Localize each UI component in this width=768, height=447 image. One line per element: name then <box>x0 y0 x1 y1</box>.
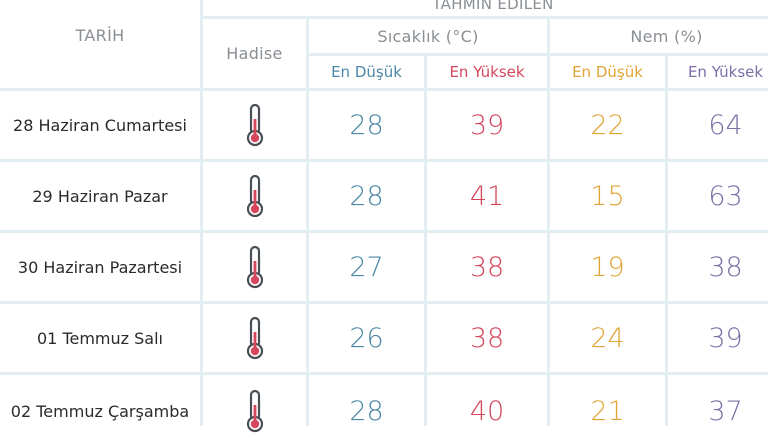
humidity-low-text: 22 <box>590 109 625 141</box>
temperature-group-header-label: Sıcaklık (°C) <box>377 26 479 46</box>
temp-high-value: 38 <box>427 233 547 301</box>
humidity-high-value: 37 <box>668 375 768 447</box>
date-label: 30 Haziran Pazartesi <box>17 257 183 277</box>
table-row-date: 30 Haziran Pazartesi <box>0 233 200 301</box>
table-row-date: 01 Temmuz Salı <box>0 304 200 372</box>
humidity-low-text: 19 <box>590 251 625 283</box>
temp-high-text: 38 <box>469 322 505 354</box>
temp-high-value: 39 <box>427 91 547 159</box>
temp-high-text: 38 <box>469 251 505 283</box>
date-label: 28 Haziran Cumartesi <box>13 115 187 135</box>
humidity-low-value: 22 <box>550 91 665 159</box>
humidity-low-value: 15 <box>550 162 665 230</box>
humidity-high-header-label: En Yüksek <box>687 63 764 81</box>
humidity-low-header-label: En Düşük <box>572 63 643 81</box>
humidity-high-text: 63 <box>708 180 743 212</box>
temp-high-value: 40 <box>427 375 547 447</box>
temp-low-text: 28 <box>349 395 384 427</box>
humidity-high-value: 64 <box>668 91 768 159</box>
temp-low-text: 27 <box>349 251 384 283</box>
date-column-header: TARİH <box>0 0 200 88</box>
thermometer-icon <box>203 233 306 301</box>
temp-low-text: 28 <box>349 180 384 212</box>
humidity-high-value: 39 <box>668 304 768 372</box>
table-row-date: 29 Haziran Pazar <box>0 162 200 230</box>
date-label: 02 Temmuz Çarşamba <box>10 401 190 421</box>
humidity-low-value: 19 <box>550 233 665 301</box>
thermometer-icon <box>203 375 306 447</box>
humidity-high-text: 39 <box>708 322 743 354</box>
thermometer-icon <box>203 162 306 230</box>
temp-low-value: 28 <box>309 91 424 159</box>
humidity-low-header: En Düşük <box>550 56 665 88</box>
humidity-group-header: Nem (%) <box>550 19 768 53</box>
temp-low-value: 28 <box>309 375 424 447</box>
temp-low-header-label: En Düşük <box>331 63 402 81</box>
humidity-high-text: 64 <box>708 109 743 141</box>
temperature-group-header: Sıcaklık (°C) <box>309 19 547 53</box>
temp-low-value: 26 <box>309 304 424 372</box>
forecast-table: TARİH TAHMİN EDİLEN Hadise Sıcaklık (°C)… <box>0 0 768 433</box>
thermometer-icon <box>203 91 306 159</box>
event-column-header-label: Hadise <box>226 44 283 63</box>
event-column-header: Hadise <box>203 19 306 88</box>
temp-high-header-label: En Yüksek <box>449 63 525 81</box>
temp-low-header: En Düşük <box>309 56 424 88</box>
temp-high-header: En Yüksek <box>427 56 547 88</box>
humidity-low-value: 24 <box>550 304 665 372</box>
humidity-group-header-label: Nem (%) <box>630 26 703 46</box>
humidity-high-value: 38 <box>668 233 768 301</box>
temp-low-value: 28 <box>309 162 424 230</box>
temp-high-value: 41 <box>427 162 547 230</box>
humidity-low-value: 21 <box>550 375 665 447</box>
humidity-low-text: 21 <box>590 395 625 427</box>
date-column-header-label: TARİH <box>75 26 125 45</box>
date-label: 01 Temmuz Salı <box>37 328 163 348</box>
forecast-group-header: TAHMİN EDİLEN <box>203 0 768 16</box>
humidity-high-header: En Yüksek <box>668 56 768 88</box>
temp-high-text: 41 <box>469 180 505 212</box>
temp-high-text: 39 <box>469 109 505 141</box>
date-label: 29 Haziran Pazar <box>32 186 168 206</box>
temp-high-text: 40 <box>469 395 505 427</box>
forecast-group-header-label: TAHMİN EDİLEN <box>432 0 554 13</box>
table-row-date: 28 Haziran Cumartesi <box>0 91 200 159</box>
humidity-high-text: 38 <box>708 251 743 283</box>
thermometer-icon <box>203 304 306 372</box>
temp-low-value: 27 <box>309 233 424 301</box>
humidity-low-text: 24 <box>590 322 625 354</box>
humidity-high-value: 63 <box>668 162 768 230</box>
humidity-low-text: 15 <box>590 180 625 212</box>
temp-high-value: 38 <box>427 304 547 372</box>
temp-low-text: 26 <box>349 322 384 354</box>
table-row-date: 02 Temmuz Çarşamba <box>0 375 200 447</box>
temp-low-text: 28 <box>349 109 384 141</box>
humidity-high-text: 37 <box>708 395 743 427</box>
